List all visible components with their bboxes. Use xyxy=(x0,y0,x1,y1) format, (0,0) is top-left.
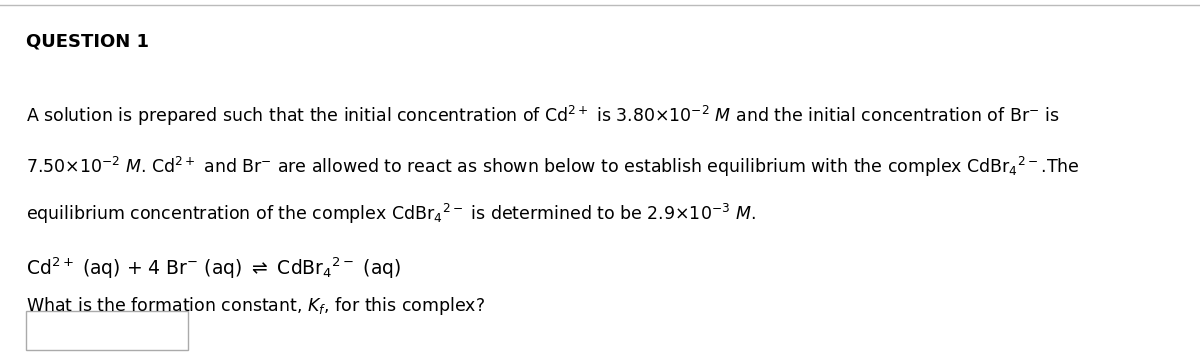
FancyBboxPatch shape xyxy=(26,311,188,350)
Text: What is the formation constant, $K_f$, for this complex?: What is the formation constant, $K_f$, f… xyxy=(26,295,486,317)
Text: equilibrium concentration of the complex CdBr$_4$$^{2-}$ is determined to be 2.9: equilibrium concentration of the complex… xyxy=(26,202,756,226)
Text: QUESTION 1: QUESTION 1 xyxy=(26,32,150,50)
Text: A solution is prepared such that the initial concentration of Cd$^{2+}$ is 3.80×: A solution is prepared such that the ini… xyxy=(26,104,1060,128)
Text: Cd$^{2+}$ (aq) + 4 Br$^{-}$ (aq) $\rightleftharpoons$ CdBr$_4$$^{2-}$ (aq): Cd$^{2+}$ (aq) + 4 Br$^{-}$ (aq) $\right… xyxy=(26,255,402,281)
Text: 7.50×10$^{-2}$ $M$. Cd$^{2+}$ and Br$^{-}$ are allowed to react as shown below t: 7.50×10$^{-2}$ $M$. Cd$^{2+}$ and Br$^{-… xyxy=(26,155,1080,180)
